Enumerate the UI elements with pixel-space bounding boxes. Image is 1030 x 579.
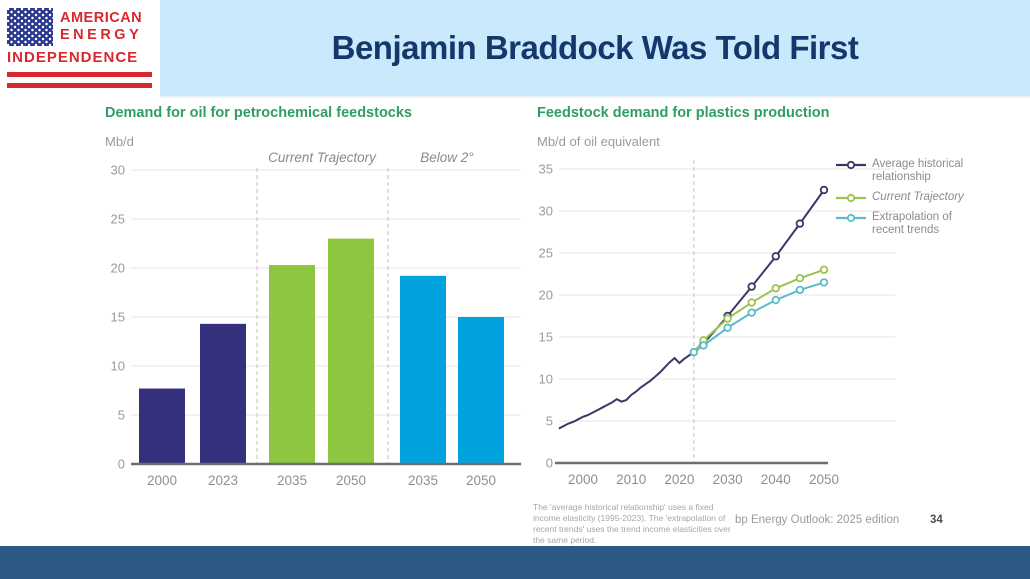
legend-label: Average historical relationship [872, 158, 964, 183]
x-tick-label: 2035 [277, 473, 307, 488]
bottom-accent-bar [0, 546, 1030, 579]
data-point-marker [795, 219, 805, 228]
y-tick-label: 35 [539, 162, 553, 177]
data-point-marker [689, 347, 699, 357]
flag-stars-icon [7, 8, 53, 46]
line-chart-svg: 0 5 10 15 20 25 30 35 2000 2010 2020 2030 2040 2050 [539, 160, 895, 487]
x-tick-label: 2020 [664, 472, 694, 487]
data-point-marker [747, 282, 756, 291]
page-number: 34 [930, 514, 943, 526]
line-chart-title: Feedstock demand for plastics production [537, 105, 830, 121]
y-tick-label: 0 [546, 456, 553, 471]
legend-item: Extrapolation of recent trends [836, 211, 976, 237]
legend-item: Current Trajectory [836, 191, 976, 204]
slide-title: Benjamin Braddock Was Told First [331, 29, 859, 66]
data-point-marker [819, 278, 829, 287]
flag-stripe [7, 83, 152, 88]
logo-word-american: AMERICAN [60, 10, 143, 27]
legend-line-swatch [836, 193, 866, 202]
y-tick-label: 25 [111, 212, 125, 227]
x-tick-label: 2000 [568, 472, 598, 487]
bar-2023 [200, 323, 246, 464]
data-point-marker [771, 284, 780, 293]
series-line [693, 268, 825, 353]
data-point-marker [819, 265, 829, 274]
bar-chart-unit-label: Mb/d [105, 134, 134, 149]
y-tick-label: 5 [546, 414, 553, 429]
legend-line-swatch [836, 160, 866, 170]
logo-word-energy: ENERGY [60, 27, 143, 43]
footnote: The 'average historical relationship' us… [533, 502, 731, 546]
flag-graphic: AMERICAN ENERGY [7, 8, 153, 46]
x-tick-label: 2010 [616, 472, 646, 487]
data-point-marker [771, 252, 780, 261]
y-tick-label: 0 [118, 457, 125, 472]
scenario-label: Below 2° [420, 150, 474, 165]
data-point-marker [795, 285, 805, 295]
legend-line-swatch [836, 213, 866, 222]
bar-chart-svg: 0 5 10 15 20 25 30 Current Trajectory Below 2° 20… [111, 150, 521, 488]
data-point-marker [723, 314, 732, 323]
bar-2050 [458, 317, 504, 464]
x-tick-label: 2050 [809, 472, 839, 487]
slide-header: AMERICAN ENERGY INDEPENDENCE Benjamin Br… [0, 0, 1030, 98]
y-tick-label: 15 [539, 330, 553, 345]
scenario-label: Current Trajectory [268, 150, 377, 165]
bar-chart-title: Demand for oil for petrochemical feedsto… [105, 105, 412, 121]
y-tick-label: 30 [539, 204, 553, 219]
data-point-marker [771, 295, 780, 305]
series-line [693, 281, 825, 353]
title-bar: Benjamin Braddock Was Told First [160, 0, 1030, 98]
legend-item: Average historical relationship [836, 158, 976, 184]
logo-area: AMERICAN ENERGY INDEPENDENCE [0, 0, 160, 98]
legend-label: Current Trajectory [872, 190, 964, 203]
bar-chart-panel: Demand for oil for petrochemical feedsto… [95, 100, 527, 510]
y-tick-label: 25 [539, 246, 553, 261]
line-chart-legend: Average historical relationship Current T… [836, 158, 976, 243]
x-tick-label: 2050 [336, 473, 366, 488]
flag-stripe [7, 72, 152, 77]
data-point-marker [747, 308, 756, 317]
bar-2050 [328, 238, 374, 464]
x-tick-label: 2040 [761, 472, 791, 487]
y-tick-label: 10 [539, 372, 553, 387]
x-tick-label: 2035 [408, 473, 438, 488]
y-tick-label: 15 [111, 310, 125, 325]
y-tick-label: 10 [111, 359, 125, 374]
x-tick-label: 2023 [208, 473, 238, 488]
american-energy-independence-logo: AMERICAN ENERGY INDEPENDENCE [7, 8, 153, 88]
data-point-marker [699, 341, 708, 350]
y-tick-label: 20 [111, 261, 125, 276]
bar-2035 [269, 265, 315, 464]
series-line [558, 189, 825, 430]
data-point-marker [795, 273, 805, 283]
data-point-marker [747, 298, 756, 307]
data-point-marker [819, 185, 829, 195]
x-tick-label: 2000 [147, 473, 177, 488]
source-citation: bp Energy Outlook: 2025 edition [735, 514, 900, 526]
legend-label: Extrapolation of recent trends [872, 210, 952, 236]
y-tick-label: 30 [111, 163, 125, 178]
y-tick-label: 20 [539, 288, 553, 303]
logo-word-independence: INDEPENDENCE [7, 49, 139, 66]
bar-2000 [139, 388, 185, 464]
line-chart-unit-label: Mb/d of oil equivalent [537, 134, 660, 149]
x-tick-label: 2030 [713, 472, 743, 487]
y-tick-label: 5 [118, 408, 125, 423]
x-tick-label: 2050 [466, 473, 496, 488]
line-chart-panel: Feedstock demand for plastics production… [533, 100, 1030, 510]
data-point-marker [723, 323, 732, 332]
bar-2035 [400, 275, 446, 464]
